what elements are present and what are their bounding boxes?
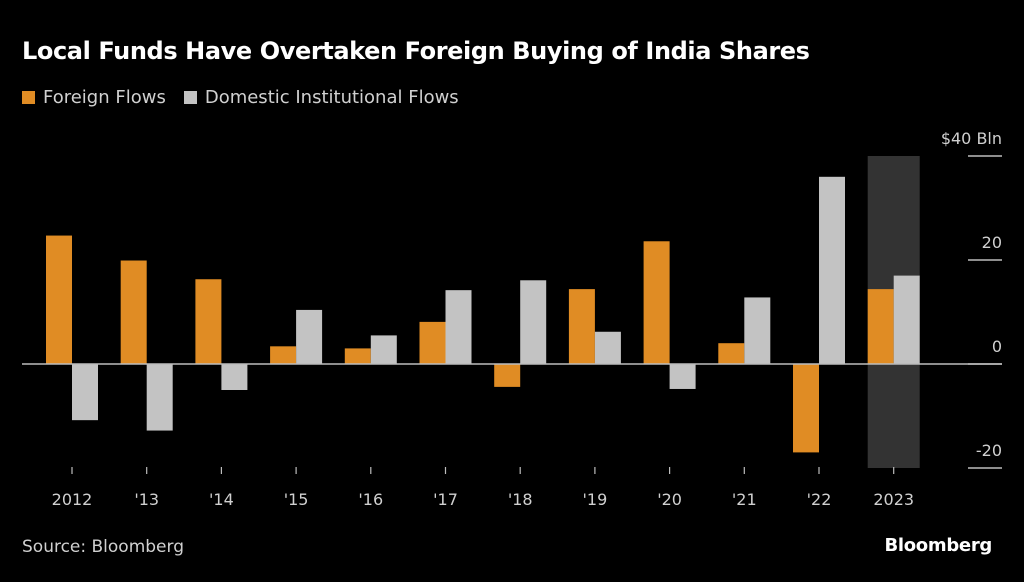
bar-domestic-8 [669,364,696,389]
bar-domestic-1 [146,364,173,431]
legend-item-domestic: Domestic Institutional Flows [183,87,459,108]
bar-domestic-10 [819,176,845,364]
bar-domestic-5 [445,290,472,364]
bar-domestic-9 [744,297,771,364]
legend: Foreign Flows Domestic Institutional Flo… [22,87,477,108]
x-tick-label: '20 [657,490,682,509]
bar-foreign-5 [419,321,446,364]
bar-domestic-4 [370,335,397,364]
x-tick-label: '19 [583,490,608,509]
x-tick-label: '17 [433,490,458,509]
x-tick-label: 2023 [873,490,914,509]
bar-foreign-10 [793,364,819,453]
bar-foreign-4 [344,348,371,364]
x-tick-label: '15 [284,490,309,509]
y-tick-label: $40 Bln [941,129,1002,148]
x-tick-label: '14 [209,490,234,509]
bar-foreign-9 [718,343,745,364]
x-tick-label: '13 [134,490,159,509]
bar-foreign-6 [494,364,521,387]
y-tick-label: 20 [982,233,1002,252]
legend-label-foreign: Foreign Flows [43,87,166,108]
bar-foreign-8 [643,241,670,364]
source-note: Source: Bloomberg [22,537,184,557]
bar-foreign-7 [568,289,595,364]
x-tick-label: 2012 [52,490,93,509]
bar-foreign-3 [270,346,297,364]
legend-swatch-foreign [22,91,35,104]
bar-domestic-2 [221,364,248,390]
legend-item-foreign: Foreign Flows [22,87,166,108]
chart-title: Local Funds Have Overtaken Foreign Buyin… [22,37,810,65]
bar-domestic-0 [72,364,98,421]
legend-swatch-domestic [183,91,197,104]
y-tick-label: 0 [992,337,1002,356]
bar-domestic-6 [520,280,547,364]
x-tick-label: '18 [508,490,533,509]
bar-foreign-11 [867,289,894,364]
x-tick-label: '16 [358,490,383,509]
bloomberg-logo: Bloomberg [884,535,992,556]
bar-foreign-2 [195,279,222,364]
x-tick-label: '21 [732,490,757,509]
bar-domestic-3 [296,309,323,364]
bar-foreign-1 [120,260,147,364]
bar-domestic-7 [594,331,621,364]
bar-foreign-0 [46,235,72,364]
legend-label-domestic: Domestic Institutional Flows [204,87,459,108]
x-tick-label: '22 [807,490,832,509]
bar-domestic-11 [893,275,920,364]
y-tick-label: -20 [976,441,1002,460]
